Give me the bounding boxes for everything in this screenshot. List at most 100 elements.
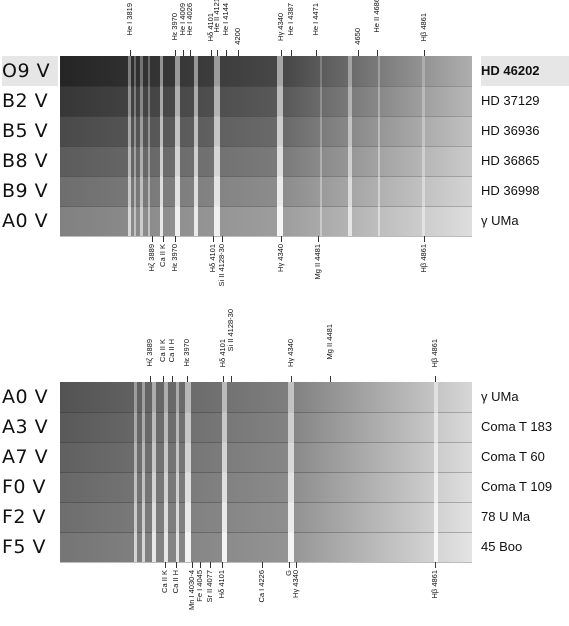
bot-spectral-band [142, 532, 145, 562]
top-spectral-band [422, 176, 425, 206]
top-spectral-band [320, 56, 322, 86]
top-below-line-tick [213, 236, 214, 242]
top-spectral-band [160, 86, 163, 116]
top-spectral-band [214, 86, 220, 116]
bot-spectrum-strip [60, 472, 472, 503]
top-spectrum-strip [60, 176, 472, 207]
bot-spectrum-strip [60, 442, 472, 473]
top-below-line-label: Hγ 4340 [276, 244, 285, 272]
top-class-label: A0 V [2, 210, 49, 232]
bot-spectral-band [434, 382, 438, 412]
top-spectrum-strip [60, 146, 472, 177]
top-spectral-band [194, 206, 198, 236]
bot-spectral-band [176, 502, 179, 532]
top-star-name: HD 36936 [481, 123, 540, 138]
bot-above-line-tick [150, 376, 151, 382]
bot-spectral-band [142, 472, 145, 502]
bot-above-line-tick [231, 376, 232, 382]
top-above-line-label: He II 4121 [212, 0, 221, 33]
bot-spectral-band [152, 532, 156, 562]
top-below-line-label: Hζ 3889 [147, 244, 156, 272]
top-spectral-band [175, 116, 180, 146]
bot-spectrum-strip [60, 502, 472, 533]
top-spectral-band [378, 146, 380, 176]
bot-spectral-band [222, 532, 227, 562]
top-above-line-label: He I 4387 [286, 3, 295, 36]
top-above-line-label: He I 4026 [185, 3, 194, 36]
bot-spectral-band [164, 382, 168, 412]
top-spectral-band [277, 56, 283, 86]
top-above-line-tick [217, 50, 218, 56]
top-spectral-band [422, 116, 425, 146]
bot-spectral-band [185, 382, 191, 412]
top-spectral-band [175, 56, 180, 86]
top-below-line-label: Si II 4128-30 [217, 244, 226, 287]
top-spectral-band [348, 56, 352, 86]
bot-above-line-label: Mg II 4481 [325, 324, 334, 360]
top-spectral-band [148, 146, 150, 176]
bot-below-line-label: Ca I 4226 [257, 570, 266, 603]
top-spectral-band [175, 86, 180, 116]
top-below-line-tick [175, 236, 176, 242]
top-below-line-tick [222, 236, 223, 242]
bot-spectral-band [164, 502, 168, 532]
top-below-line-label: Mg II 4481 [313, 244, 322, 280]
top-spectral-band [422, 56, 425, 86]
bot-spectral-band [142, 382, 145, 412]
top-spectral-band [277, 176, 283, 206]
bot-above-line-label: Si II 4128-30 [226, 309, 235, 352]
top-below-line-tick [163, 236, 164, 242]
top-spectral-band [348, 146, 352, 176]
top-spectral-band [148, 116, 150, 146]
bot-spectral-band [134, 472, 137, 502]
top-spectral-band [422, 206, 425, 236]
bot-spectral-band [288, 382, 294, 412]
bot-spectral-band [434, 502, 438, 532]
top-spectrum-strip [60, 86, 472, 117]
top-spectral-band [148, 206, 150, 236]
top-spectral-band [140, 56, 143, 86]
top-above-line-tick [183, 50, 184, 56]
top-spectral-band [378, 206, 380, 236]
top-spectrum-strip [60, 206, 472, 237]
top-above-line-tick [377, 50, 378, 56]
top-spectral-band [320, 176, 322, 206]
top-below-line-tick [318, 236, 319, 242]
top-spectral-band [277, 146, 283, 176]
top-above-line-label: 4650 [353, 28, 362, 45]
bot-below-line-tick [262, 562, 263, 568]
bot-class-label: A7 V [2, 446, 49, 468]
top-spectral-band [160, 206, 163, 236]
bot-below-line-label: Ca II K [160, 570, 169, 593]
bot-spectral-band [134, 532, 137, 562]
bot-above-line-label: Hε 3970 [182, 339, 191, 367]
top-star-name: HD 36998 [481, 183, 540, 198]
top-spectral-band [194, 56, 198, 86]
top-above-line-tick [190, 50, 191, 56]
bot-spectral-band [222, 382, 227, 412]
top-class-label: B5 V [2, 120, 49, 142]
top-above-line-label: 4200 [233, 28, 242, 45]
top-spectral-band [128, 56, 131, 86]
top-spectrum-strip [60, 56, 472, 87]
top-spectral-band [277, 86, 283, 116]
bot-above-line-label: Hζ 3889 [145, 339, 154, 367]
top-spectral-band [128, 86, 131, 116]
top-below-line-tick [424, 236, 425, 242]
top-spectral-band [148, 176, 150, 206]
bot-spectral-band [176, 472, 179, 502]
bot-below-line-label: Sr II 4077 [205, 570, 214, 603]
top-below-line-label: Hδ 4101 [208, 244, 217, 273]
bot-spectral-band [185, 472, 191, 502]
top-class-label: B2 V [2, 90, 49, 112]
top-below-line-tick [281, 236, 282, 242]
bot-spectral-band [142, 442, 145, 472]
top-spectra-panel: He I 3819 Hε 3970 He I 4009 He I 4026 Hδ 410… [0, 0, 569, 287]
top-spectral-band [175, 146, 180, 176]
top-spectral-band [214, 116, 220, 146]
top-star-name: HD 46202 [481, 56, 569, 86]
bot-class-label: A0 V [2, 386, 49, 408]
bot-below-line-tick [176, 562, 177, 568]
top-spectral-band [160, 116, 163, 146]
bot-spectral-band [164, 532, 168, 562]
